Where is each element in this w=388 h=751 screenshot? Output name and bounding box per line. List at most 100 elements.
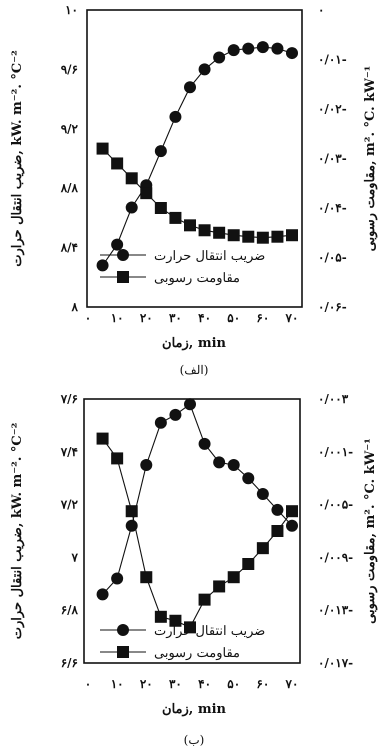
y-right-tick-label: ۰/۰۰۳ <box>318 392 349 406</box>
square-data-point <box>111 157 124 170</box>
y-right-tick-label: ۰/۰۰۵- <box>318 498 353 512</box>
circle-data-point <box>96 259 109 272</box>
circle-data-point <box>271 503 284 516</box>
circle-data-point <box>213 456 226 469</box>
y-left-tick-label: ۸/۸ <box>60 181 79 195</box>
square-data-point <box>140 187 153 200</box>
legend-circle-marker <box>117 249 129 261</box>
figure-caption: (ب) <box>184 733 205 747</box>
square-data-point <box>242 230 255 243</box>
x-tick-label: ۶۰ <box>256 677 269 691</box>
x-tick-label: ۰ <box>85 311 91 325</box>
square-data-point <box>125 505 138 518</box>
plot-frame <box>86 9 303 308</box>
x-tick-label: ۱۰ <box>111 311 124 325</box>
square-data-point <box>184 219 196 232</box>
y-right-tick-label: ۰/۰۳- <box>318 152 347 166</box>
y-left-tick-label: ۷/۲ <box>60 498 79 512</box>
x-tick-label: ۳۰ <box>169 311 182 325</box>
x-tick-label: ۶۰ <box>256 311 269 325</box>
square-data-point <box>256 542 269 555</box>
x-tick-label: ۷۰ <box>285 677 299 691</box>
legend-entry-1: ضریب انتقال حرارت <box>100 624 265 639</box>
y-right-tick-label: ۰/۰۱۳- <box>318 603 353 617</box>
y-left-tick-label: ۷/۴ <box>60 445 78 459</box>
y-left-tick-label: ۸/۴ <box>60 241 78 255</box>
y-right-tick-label: ۰/۰۵- <box>318 251 347 265</box>
square-data-point <box>286 229 298 242</box>
square-data-point <box>96 142 109 155</box>
legend-label: مقاومت رسوبی <box>154 646 240 661</box>
chart-panel-1: ۰ ۱۰ ۲۰ ۳۰ ۴۰ ۵۰ ۶۰ ۷۰ ۸ ۸/۴ ۸/۸ ۹/۲ ۹/۶ ۱۰ ۰ ۰/۰۱- ۰/۰۲… <box>10 3 378 377</box>
y-right-tick-label: ۰/۰۴- <box>318 201 347 215</box>
y-left-tick-label: ۶/۸ <box>61 603 79 617</box>
square-data-point <box>140 571 153 584</box>
x-tick-label: ۰ <box>85 677 91 691</box>
circle-data-point <box>227 44 240 57</box>
circle-data-point <box>256 41 269 54</box>
square-data-point <box>154 202 167 214</box>
square-data-point <box>271 525 284 537</box>
y-left-tick-label: ۷/۶ <box>60 392 78 406</box>
circle-data-point <box>169 408 182 421</box>
series-line-2 <box>102 438 293 629</box>
y-left-axis-label: ضریب انتقال حرارت, kW. m⁻². °C⁻² <box>10 423 25 640</box>
square-data-point <box>169 614 182 627</box>
x-tick-label: ۷۰ <box>285 311 299 325</box>
square-data-point <box>271 230 284 243</box>
figure-caption: (الف) <box>180 363 209 377</box>
x-tick-label: ۳۰ <box>169 677 182 691</box>
circle-data-point <box>286 47 298 60</box>
legend-square-marker <box>117 646 129 658</box>
circle-data-point <box>198 63 211 76</box>
circle-data-point <box>154 145 167 158</box>
square-data-point <box>227 571 240 584</box>
legend-label: ضریب انتقال حرارت <box>154 249 265 264</box>
square-data-point <box>96 432 109 445</box>
square-data-point <box>184 621 196 634</box>
square-data-point <box>213 226 226 239</box>
legend-label: مقاومت رسوبی <box>154 271 240 286</box>
y-left-axis-label: ضریب انتقال حرارت, kW. m⁻². °C⁻² <box>10 50 25 267</box>
circle-data-point <box>286 519 298 532</box>
y-left-tick-label: ۱۰ <box>65 3 78 17</box>
x-tick-label: ۱۰ <box>111 677 124 691</box>
legend-entry-2: مقاومت رسوبی <box>100 271 240 286</box>
square-data-point <box>256 231 269 244</box>
y-left-tick-label: ۶/۶ <box>61 656 78 670</box>
circle-data-point <box>184 398 196 411</box>
square-data-point <box>198 224 211 237</box>
square-data-point <box>286 505 298 518</box>
y-right-tick-label: ۰ <box>318 3 324 17</box>
y-right-axis-label: مقاومت رسوبی, m². °C. kW⁻¹ <box>363 66 378 252</box>
circle-data-point <box>140 459 153 471</box>
circle-data-point <box>184 81 196 94</box>
x-tick-label: ۲۰ <box>140 311 153 325</box>
y-left-tick-label: ۹/۲ <box>61 122 79 136</box>
x-tick-label: ۴۰ <box>198 311 211 325</box>
square-data-point <box>198 593 211 606</box>
circle-data-point <box>227 459 240 471</box>
x-tick-label: ۵۰ <box>227 311 240 325</box>
x-tick-label: ۵۰ <box>227 677 240 691</box>
circle-data-point <box>242 42 255 55</box>
legend-circle-marker <box>117 624 129 636</box>
y-left-tick-label: ۹/۶ <box>61 62 78 76</box>
circle-data-point <box>198 437 211 450</box>
circle-data-point <box>242 472 255 485</box>
square-data-point <box>227 229 240 242</box>
y-right-tick-label: ۰/۰۰۹- <box>318 550 353 564</box>
chart-panel-2: ۰ ۱۰ ۲۰ ۳۰ ۴۰ ۵۰ ۶۰ ۷۰ ۶/۶ ۶/۸ ۷ ۷/۲ ۷/۴ ۷/۶ ۰/۰۰۳ ۰/۰۰… <box>10 392 378 747</box>
legend-entry-1: ضریب انتقال حرارت <box>100 249 265 264</box>
x-tick-label: ۴۰ <box>198 677 211 691</box>
circle-data-point <box>111 238 124 251</box>
legend-square-marker <box>117 271 129 283</box>
circle-data-point <box>256 488 269 501</box>
x-axis-label: زمان, min <box>162 702 226 717</box>
y-right-tick-label: ۰/۰۱۷- <box>318 656 353 670</box>
circle-data-point <box>213 51 226 64</box>
series-line-2 <box>102 148 293 239</box>
y-right-axis-label: مقاومت رسوبی, m². °C. kW⁻¹ <box>363 438 378 624</box>
square-data-point <box>154 610 167 623</box>
